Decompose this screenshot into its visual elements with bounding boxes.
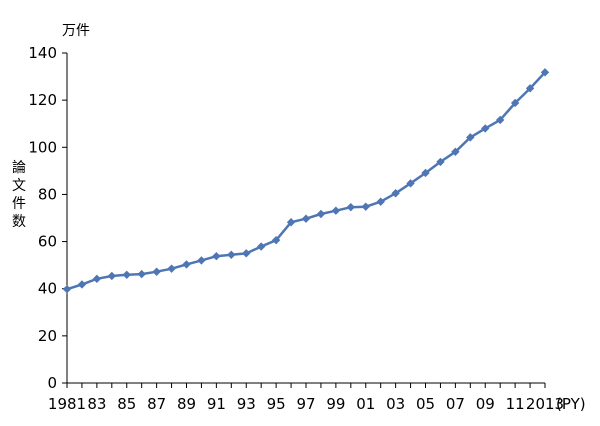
x-tick-label: 03 [386, 395, 405, 413]
data-series [62, 68, 550, 294]
y-tick-label: 100 [28, 138, 57, 156]
data-point-marker [525, 84, 535, 93]
x-tick-label: 11 [506, 395, 525, 413]
data-point-marker [481, 124, 490, 133]
y-tick-label: 40 [38, 280, 57, 298]
data-point-marker [122, 270, 131, 280]
x-tick-label: 07 [446, 395, 465, 413]
x-tick-label: 83 [87, 395, 106, 413]
data-point-marker [167, 264, 176, 273]
y-axis-title-char: 数 [12, 214, 26, 230]
data-point-marker [451, 147, 460, 156]
y-axis-labels: 0 20 40 60 80 100 120 140 [28, 44, 57, 392]
data-point-marker [361, 202, 370, 211]
y-tick-label: 60 [38, 233, 57, 251]
data-point-marker [242, 249, 251, 258]
data-point-marker [256, 242, 266, 251]
data-point-marker [316, 209, 326, 219]
x-tick-label: 01 [356, 395, 375, 413]
data-point-marker [346, 202, 356, 212]
data-point-marker [271, 235, 281, 245]
data-point-marker [62, 284, 72, 294]
y-tick-label: 80 [38, 185, 57, 203]
data-point-marker [137, 269, 146, 279]
data-point-marker [107, 271, 117, 281]
data-point-marker [286, 218, 296, 227]
x-axis-labels: 1981 83 85 87 89 91 93 95 97 99 01 03 05 07 09 11 2013 [48, 395, 564, 413]
series-line [66, 71, 546, 291]
y-tick-label: 140 [28, 44, 57, 62]
data-point-marker [376, 197, 385, 206]
data-point-marker [301, 214, 311, 223]
data-point-marker [227, 250, 236, 259]
data-point-marker [540, 68, 550, 77]
data-point-marker [182, 260, 191, 269]
x-tick-label: 2013 [526, 395, 564, 413]
x-tick-label: 1981 [48, 395, 86, 413]
x-tick-label: 97 [296, 395, 315, 413]
x-tick-label: 99 [326, 395, 345, 413]
data-point-marker [92, 274, 102, 284]
data-point-marker [77, 280, 87, 289]
y-tick-label: 120 [28, 91, 57, 109]
data-point-marker [152, 267, 161, 276]
data-point-marker [197, 256, 206, 265]
data-point-marker [436, 157, 445, 167]
data-point-marker [406, 179, 415, 188]
x-tick-label: 89 [177, 395, 196, 413]
x-tick-label: 95 [267, 395, 286, 413]
y-tick-label: 0 [47, 374, 57, 392]
data-point-marker [495, 115, 505, 125]
x-tick-label: 09 [476, 395, 495, 413]
x-tick-label: 91 [207, 395, 226, 413]
x-tick-label: 85 [117, 395, 136, 413]
x-unit-label: (PY) [556, 395, 586, 413]
x-tick-label: 87 [147, 395, 166, 413]
data-point-marker [212, 251, 221, 261]
data-point-marker [331, 206, 341, 215]
data-point-marker [421, 168, 430, 178]
data-point-marker [391, 189, 400, 198]
data-point-marker [466, 133, 475, 142]
y-axis-title-char: 件 [12, 196, 26, 212]
x-tick-label: 05 [416, 395, 435, 413]
y-unit-label: 万件 [62, 23, 90, 39]
data-point-marker [510, 98, 520, 108]
y-axis-title-char: 論 [12, 160, 26, 176]
y-tick-label: 20 [38, 327, 57, 345]
y-axis-title-char: 文 [12, 178, 26, 194]
axes [62, 52, 546, 388]
x-tick-label: 93 [237, 395, 256, 413]
